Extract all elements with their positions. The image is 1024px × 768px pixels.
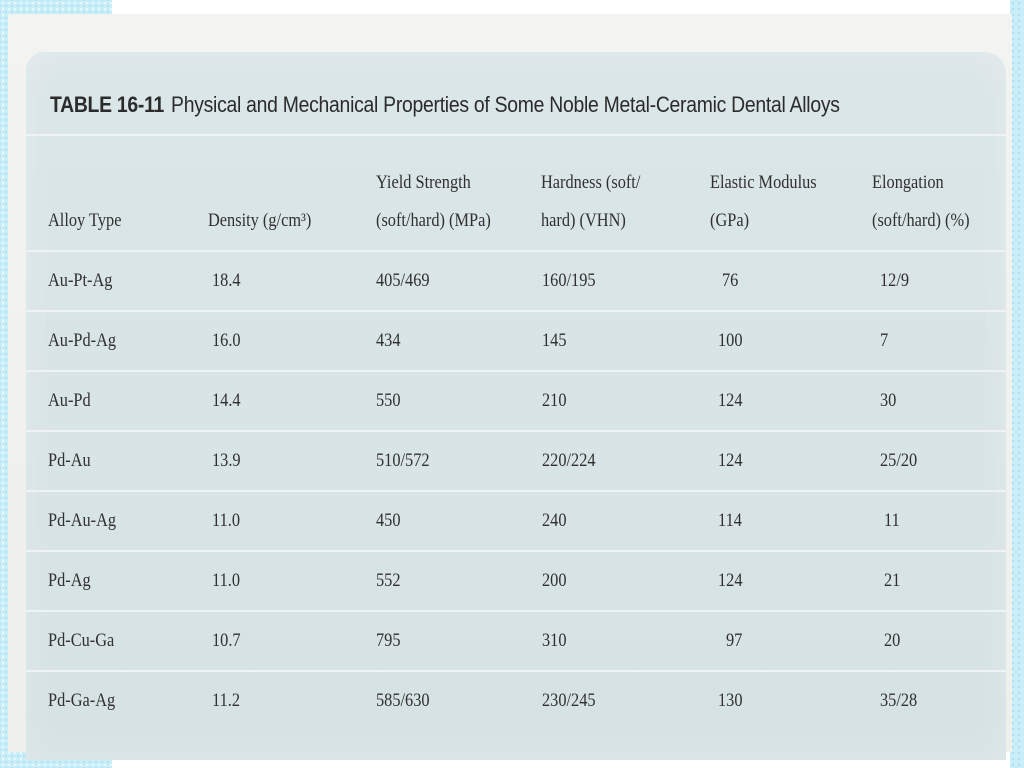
- cell-hardness: 230/245: [542, 690, 596, 711]
- table-row: Au-Pd 14.4 550 210 124 30: [26, 372, 1006, 432]
- cell-alloy: Pd-Au: [48, 450, 91, 471]
- cell-elastic-modulus: 100: [718, 330, 743, 351]
- cell-elastic-modulus: 130: [718, 690, 743, 711]
- cell-elongation: 7: [880, 330, 889, 351]
- table-row: Pd-Ag 11.0 552 200 124 21: [26, 552, 1006, 612]
- page-photo: TABLE 16-11 Physical and Mechanical Prope…: [8, 14, 1012, 760]
- cell-elastic-modulus: 114: [718, 510, 742, 531]
- header-elastic-modulus-2: (GPa): [710, 210, 750, 231]
- cell-alloy: Pd-Ga-Ag: [48, 690, 116, 711]
- cell-yield-strength: 450: [376, 510, 401, 531]
- row-divider: [26, 490, 1006, 492]
- header-elastic-modulus-1: Elastic Modulus: [710, 172, 817, 193]
- cell-alloy: Pd-Au-Ag: [48, 510, 117, 531]
- cell-density: 18.4: [212, 270, 241, 291]
- table-panel: TABLE 16-11 Physical and Mechanical Prope…: [26, 52, 1006, 760]
- cell-hardness: 145: [542, 330, 567, 351]
- cell-elongation: 30: [880, 390, 897, 411]
- row-divider: [26, 310, 1006, 312]
- cell-elongation: 25/20: [880, 450, 918, 471]
- cell-alloy: Au-Pd-Ag: [48, 330, 117, 351]
- cell-elastic-modulus: 124: [718, 450, 743, 471]
- cell-yield-strength: 510/572: [376, 450, 430, 471]
- cell-elongation: 11: [884, 510, 900, 531]
- cell-hardness: 240: [542, 510, 567, 531]
- header-divider: [26, 250, 1006, 252]
- row-divider: [26, 430, 1006, 432]
- cell-alloy: Pd-Cu-Ga: [48, 630, 115, 651]
- cell-elastic-modulus: 124: [718, 390, 743, 411]
- header-yield-strength-2: (soft/hard) (MPa): [376, 210, 491, 231]
- cell-elongation: 35/28: [880, 690, 918, 711]
- cell-yield-strength: 434: [376, 330, 401, 351]
- table-caption: Physical and Mechanical Properties of So…: [171, 92, 840, 117]
- row-divider: [26, 610, 1006, 612]
- header-alloy-type: Alloy Type: [48, 210, 122, 231]
- cell-density: 11.0: [212, 510, 240, 531]
- table-row: Pd-Cu-Ga 10.7 795 310 97 20: [26, 612, 1006, 672]
- cell-hardness: 200: [542, 570, 567, 591]
- cell-yield-strength: 552: [376, 570, 401, 591]
- table-row: Pd-Au 13.9 510/572 220/224 124 25/20: [26, 432, 1006, 492]
- cell-density: 10.7: [212, 630, 241, 651]
- right-dotted-border: [1010, 0, 1024, 768]
- table-row: Au-Pd-Ag 16.0 434 145 100 7: [26, 312, 1006, 372]
- row-divider: [26, 670, 1006, 672]
- cell-elastic-modulus: 124: [718, 570, 743, 591]
- header-yield-strength-1: Yield Strength: [376, 172, 471, 193]
- cell-elongation: 12/9: [880, 270, 910, 291]
- table-title: TABLE 16-11 Physical and Mechanical Prope…: [50, 92, 840, 118]
- cell-alloy: Pd-Ag: [48, 570, 91, 591]
- cell-density: 11.0: [212, 570, 240, 591]
- cell-hardness: 220/224: [542, 450, 596, 471]
- cell-elastic-modulus: 97: [726, 630, 743, 651]
- cell-yield-strength: 550: [376, 390, 401, 411]
- cell-elongation: 21: [884, 570, 901, 591]
- cell-yield-strength: 585/630: [376, 690, 430, 711]
- header-density: Density (g/cm³): [208, 210, 312, 231]
- cell-density: 14.4: [212, 390, 241, 411]
- table-row: Pd-Ga-Ag 11.2 585/630 230/245 130 35/28: [26, 672, 1006, 732]
- cell-elastic-modulus: 76: [722, 270, 739, 291]
- table-title-bar: TABLE 16-11 Physical and Mechanical Prope…: [26, 52, 1006, 136]
- cell-alloy: Au-Pd: [48, 390, 91, 411]
- cell-elongation: 20: [884, 630, 901, 651]
- table-row: Au-Pt-Ag 18.4 405/469 160/195 76 12/9: [26, 252, 1006, 312]
- cell-density: 13.9: [212, 450, 241, 471]
- cell-alloy: Au-Pt-Ag: [48, 270, 113, 291]
- cell-density: 11.2: [212, 690, 240, 711]
- cell-yield-strength: 795: [376, 630, 401, 651]
- header-elongation-2: (soft/hard) (%): [872, 210, 970, 231]
- header-elongation-1: Elongation: [872, 172, 944, 193]
- cell-hardness: 160/195: [542, 270, 596, 291]
- cell-hardness: 310: [542, 630, 567, 651]
- header-hardness-2: hard) (VHN): [541, 210, 626, 231]
- cell-yield-strength: 405/469: [376, 270, 430, 291]
- header-hardness-1: Hardness (soft/: [541, 172, 641, 193]
- table-row: Pd-Au-Ag 11.0 450 240 114 11: [26, 492, 1006, 552]
- cell-hardness: 210: [542, 390, 567, 411]
- table-number: TABLE 16-11: [50, 92, 165, 117]
- row-divider: [26, 370, 1006, 372]
- cell-density: 16.0: [212, 330, 241, 351]
- row-divider: [26, 550, 1006, 552]
